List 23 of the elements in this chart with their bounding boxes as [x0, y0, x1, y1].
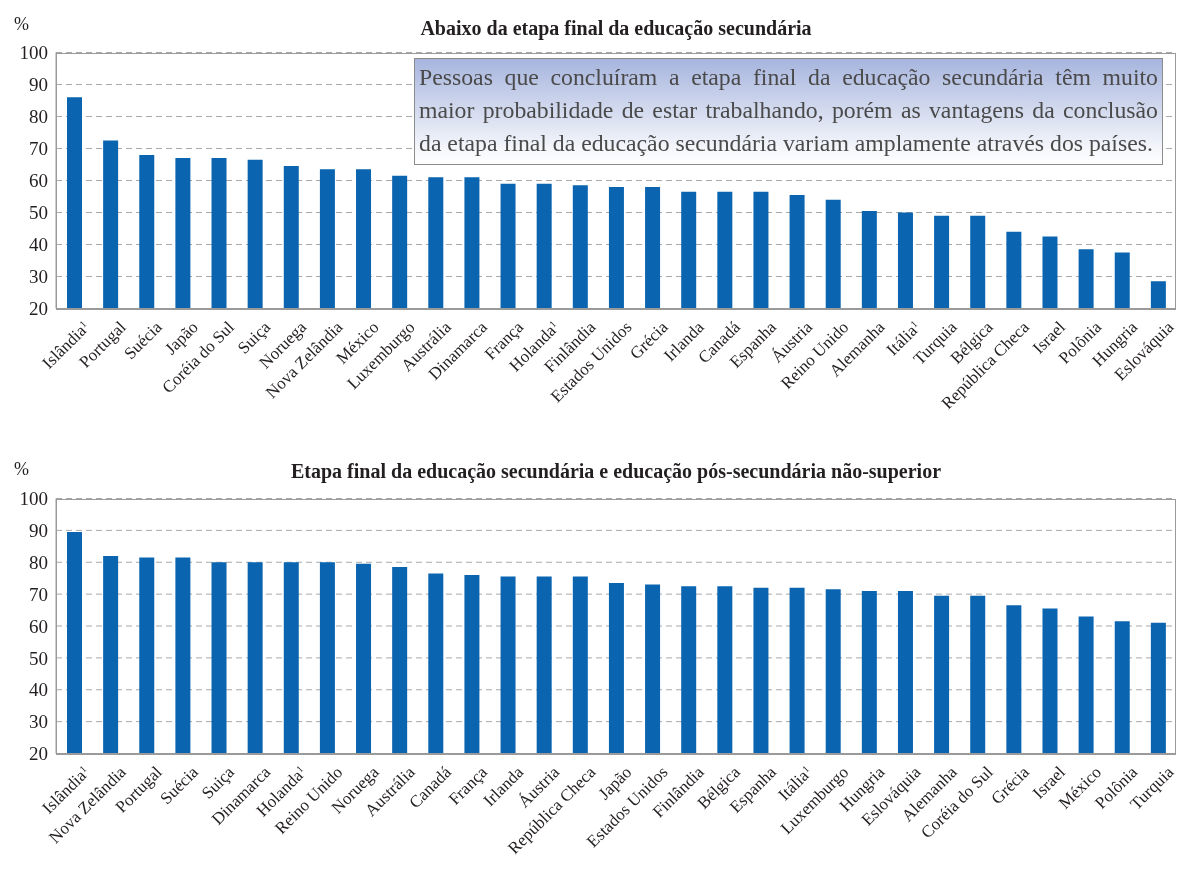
chart-title: Abaixo da etapa final da educação secundária	[420, 16, 812, 40]
chart-title: Etapa final da educação secundária e educação pós-secundária não-superior	[290, 459, 942, 483]
y-tick-label: 20	[29, 743, 48, 765]
y-tick-label: 40	[29, 679, 48, 701]
y-tick-label: 70	[29, 583, 48, 605]
y-tick-label: 70	[29, 138, 48, 160]
y-tick-label: 30	[29, 266, 48, 288]
y-axis-title: %	[14, 13, 29, 35]
y-tick-label: 40	[29, 234, 48, 256]
y-tick-label: 100	[19, 42, 48, 64]
y-tick-label: 50	[29, 202, 48, 224]
y-axis-title: %	[14, 458, 29, 480]
y-tick-label: 30	[29, 711, 48, 733]
note-box: Pessoas que concluíram a etapa final da educação secundária têm muito maior probabilidade de estar trabalhando, porém as vantagens da conclusão da etapa final da educação secundária variam amplamente através dos países.	[414, 58, 1163, 165]
y-tick-label: 80	[29, 551, 48, 573]
y-tick-label: 80	[29, 106, 48, 128]
y-tick-label: 90	[29, 74, 48, 96]
y-tick-label: 50	[29, 647, 48, 669]
y-tick-label: 90	[29, 520, 48, 542]
y-tick-label: 20	[29, 298, 48, 320]
y-tick-label: 60	[29, 615, 48, 637]
y-tick-label: 60	[29, 170, 48, 192]
y-tick-label: 100	[19, 488, 48, 510]
